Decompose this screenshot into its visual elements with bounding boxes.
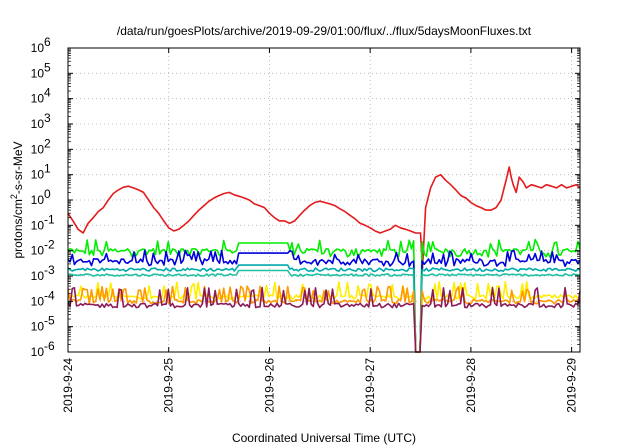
- y-tick-exponent: 5: [44, 60, 51, 74]
- x-tick-label: 2019-9-28: [464, 358, 478, 413]
- y-tick-exponent: -3: [44, 263, 55, 277]
- series-line: [67, 238, 581, 353]
- y-tick-exponent: -1: [44, 212, 55, 226]
- y-tick-label: 10: [31, 345, 45, 359]
- y-tick-label: 10: [31, 320, 45, 334]
- series-line: [67, 286, 581, 353]
- y-tick-label: 10: [31, 168, 45, 182]
- y-tick-exponent: 4: [44, 86, 51, 100]
- y-tick-label: 10: [31, 193, 45, 207]
- x-axis-label: Coordinated Universal Time (UTC): [232, 431, 416, 445]
- y-tick-label: 10: [31, 117, 45, 131]
- series-line: [67, 249, 581, 353]
- series-layer: [67, 166, 581, 353]
- y-tick-label: 10: [31, 92, 45, 106]
- x-tick-label: 2019-9-24: [61, 358, 75, 413]
- y-tick-label: 10: [31, 269, 45, 283]
- x-tick-label: 2019-9-27: [363, 358, 377, 413]
- y-axis-label: protons/cm2-s-sr-MeV: [9, 141, 25, 258]
- series-line: [67, 269, 581, 353]
- y-tick-exponent: -2: [44, 238, 55, 252]
- y-tick-exponent: 1: [44, 162, 51, 176]
- y-tick-exponent: 6: [44, 35, 51, 49]
- x-tick-label: 2019-9-29: [565, 358, 579, 413]
- x-tick-label: 2019-9-25: [162, 358, 176, 413]
- y-tick-exponent: 2: [44, 136, 51, 150]
- grid-layer: [68, 48, 580, 352]
- y-tick-label: 10: [31, 66, 45, 80]
- series-line: [67, 264, 581, 353]
- y-tick-exponent: -6: [44, 339, 55, 353]
- x-tick-label: 2019-9-26: [262, 358, 276, 413]
- y-tick-label: 10: [31, 218, 45, 232]
- series-line: [67, 166, 581, 270]
- y-tick-label: 10: [31, 41, 45, 55]
- xtick-layer: 2019-9-24 2019-9-25 2019-9-26 2019-9-27 2019…: [61, 48, 579, 413]
- y-tick-exponent: 3: [44, 111, 51, 125]
- y-tick-exponent: 0: [44, 187, 51, 201]
- y-tick-label: 10: [31, 142, 45, 156]
- y-tick-label: 10: [31, 294, 45, 308]
- chart-title: /data/run/goesPlots/archive/2019-09-29/0…: [117, 24, 532, 38]
- y-tick-exponent: -4: [44, 288, 55, 302]
- y-tick-label: 10: [31, 244, 45, 258]
- y-tick-exponent: -5: [44, 314, 55, 328]
